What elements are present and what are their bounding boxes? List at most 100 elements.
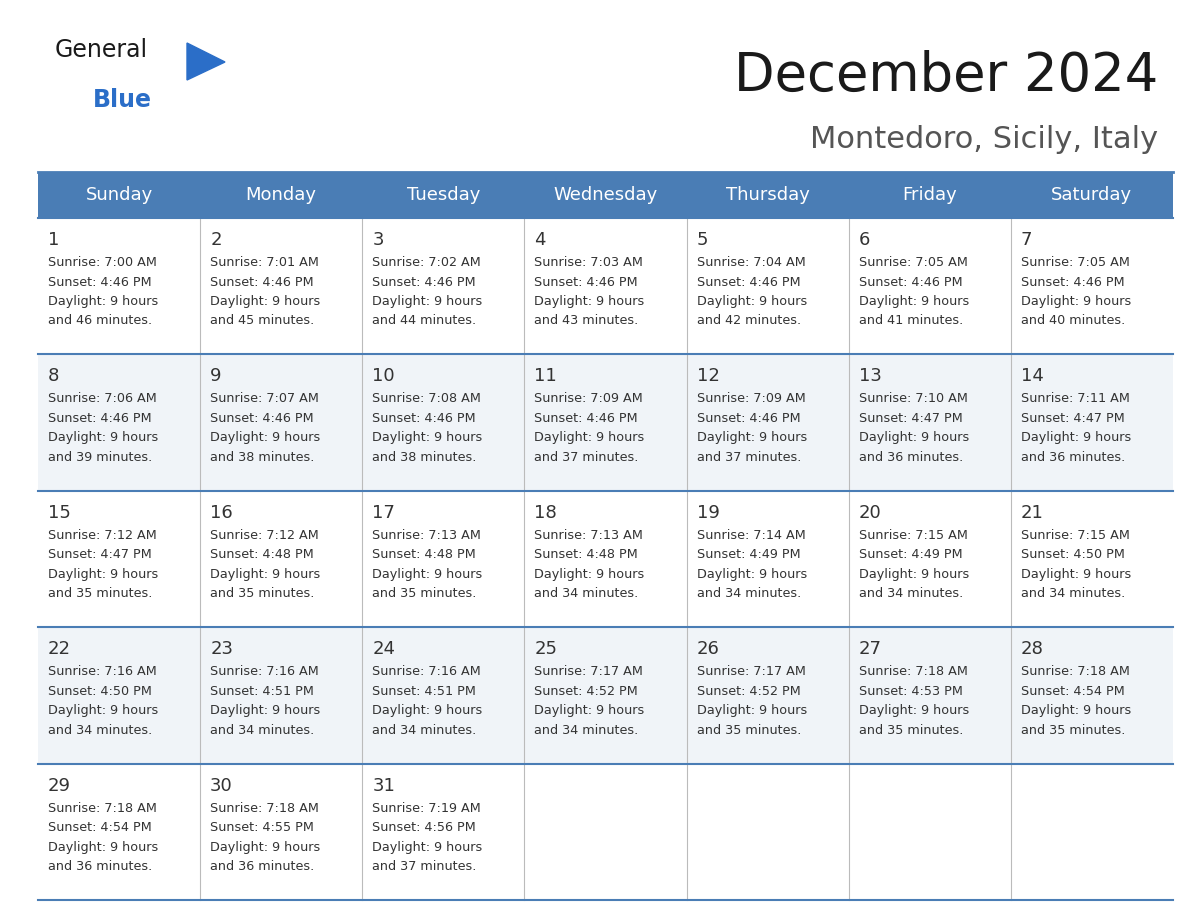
Text: Daylight: 9 hours: Daylight: 9 hours <box>372 841 482 854</box>
Text: Sunrise: 7:01 AM: Sunrise: 7:01 AM <box>210 256 320 269</box>
Text: 30: 30 <box>210 777 233 795</box>
Text: Sunset: 4:51 PM: Sunset: 4:51 PM <box>210 685 314 698</box>
Text: Daylight: 9 hours: Daylight: 9 hours <box>48 431 158 444</box>
Text: and 34 minutes.: and 34 minutes. <box>372 723 476 737</box>
Text: Sunrise: 7:07 AM: Sunrise: 7:07 AM <box>210 392 320 406</box>
Text: and 36 minutes.: and 36 minutes. <box>48 860 152 873</box>
Text: 8: 8 <box>48 367 59 386</box>
Text: Sunset: 4:46 PM: Sunset: 4:46 PM <box>210 412 314 425</box>
Text: Sunrise: 7:15 AM: Sunrise: 7:15 AM <box>859 529 967 542</box>
Text: Sunrise: 7:09 AM: Sunrise: 7:09 AM <box>696 392 805 406</box>
Text: Daylight: 9 hours: Daylight: 9 hours <box>1020 704 1131 717</box>
Text: Sunset: 4:52 PM: Sunset: 4:52 PM <box>696 685 801 698</box>
Text: 12: 12 <box>696 367 720 386</box>
Text: Sunset: 4:46 PM: Sunset: 4:46 PM <box>859 275 962 288</box>
Text: Daylight: 9 hours: Daylight: 9 hours <box>535 295 645 308</box>
Text: Daylight: 9 hours: Daylight: 9 hours <box>535 431 645 444</box>
Text: 18: 18 <box>535 504 557 521</box>
Text: Daylight: 9 hours: Daylight: 9 hours <box>210 295 321 308</box>
Text: Sunset: 4:46 PM: Sunset: 4:46 PM <box>696 275 801 288</box>
Text: Sunset: 4:55 PM: Sunset: 4:55 PM <box>210 821 314 834</box>
Text: Sunrise: 7:05 AM: Sunrise: 7:05 AM <box>859 256 967 269</box>
Bar <box>38 354 1173 491</box>
Text: Daylight: 9 hours: Daylight: 9 hours <box>696 704 807 717</box>
Text: Sunrise: 7:18 AM: Sunrise: 7:18 AM <box>859 666 967 678</box>
Text: and 39 minutes.: and 39 minutes. <box>48 451 152 464</box>
Text: Daylight: 9 hours: Daylight: 9 hours <box>210 704 321 717</box>
Text: 9: 9 <box>210 367 222 386</box>
Text: Sunrise: 7:16 AM: Sunrise: 7:16 AM <box>210 666 318 678</box>
Text: Sunset: 4:46 PM: Sunset: 4:46 PM <box>696 412 801 425</box>
Text: 10: 10 <box>372 367 394 386</box>
Text: Sunset: 4:50 PM: Sunset: 4:50 PM <box>48 685 152 698</box>
Text: Sunday: Sunday <box>86 186 153 204</box>
Text: Sunset: 4:51 PM: Sunset: 4:51 PM <box>372 685 476 698</box>
Text: Blue: Blue <box>93 88 152 112</box>
Text: and 44 minutes.: and 44 minutes. <box>372 315 476 328</box>
Text: and 45 minutes.: and 45 minutes. <box>210 315 315 328</box>
Text: 29: 29 <box>48 777 71 795</box>
Text: Daylight: 9 hours: Daylight: 9 hours <box>372 568 482 581</box>
Text: Daylight: 9 hours: Daylight: 9 hours <box>1020 295 1131 308</box>
Bar <box>38 218 1173 354</box>
Text: Daylight: 9 hours: Daylight: 9 hours <box>372 704 482 717</box>
Text: 24: 24 <box>372 640 396 658</box>
Text: and 38 minutes.: and 38 minutes. <box>210 451 315 464</box>
Text: Daylight: 9 hours: Daylight: 9 hours <box>535 704 645 717</box>
Text: and 41 minutes.: and 41 minutes. <box>859 315 963 328</box>
Text: Sunrise: 7:05 AM: Sunrise: 7:05 AM <box>1020 256 1130 269</box>
Text: Sunrise: 7:16 AM: Sunrise: 7:16 AM <box>372 666 481 678</box>
Text: and 38 minutes.: and 38 minutes. <box>372 451 476 464</box>
Text: Sunrise: 7:03 AM: Sunrise: 7:03 AM <box>535 256 644 269</box>
Text: Sunset: 4:48 PM: Sunset: 4:48 PM <box>535 548 638 561</box>
Text: and 40 minutes.: and 40 minutes. <box>1020 315 1125 328</box>
Text: and 35 minutes.: and 35 minutes. <box>1020 723 1125 737</box>
Text: Daylight: 9 hours: Daylight: 9 hours <box>210 568 321 581</box>
Text: Daylight: 9 hours: Daylight: 9 hours <box>210 431 321 444</box>
Text: 11: 11 <box>535 367 557 386</box>
Text: Montedoro, Sicily, Italy: Montedoro, Sicily, Italy <box>810 125 1158 154</box>
Text: Sunset: 4:47 PM: Sunset: 4:47 PM <box>859 412 962 425</box>
Text: Sunrise: 7:00 AM: Sunrise: 7:00 AM <box>48 256 157 269</box>
Text: 31: 31 <box>372 777 396 795</box>
Text: 4: 4 <box>535 231 546 249</box>
Text: General: General <box>55 38 148 62</box>
Text: 26: 26 <box>696 640 720 658</box>
Text: Sunrise: 7:13 AM: Sunrise: 7:13 AM <box>372 529 481 542</box>
Text: 16: 16 <box>210 504 233 521</box>
Text: Sunrise: 7:16 AM: Sunrise: 7:16 AM <box>48 666 157 678</box>
Text: Sunset: 4:53 PM: Sunset: 4:53 PM <box>859 685 962 698</box>
Text: Thursday: Thursday <box>726 186 809 204</box>
Text: Sunset: 4:48 PM: Sunset: 4:48 PM <box>372 548 476 561</box>
Text: Sunrise: 7:14 AM: Sunrise: 7:14 AM <box>696 529 805 542</box>
Text: Sunset: 4:46 PM: Sunset: 4:46 PM <box>535 275 638 288</box>
Text: 22: 22 <box>48 640 71 658</box>
Text: 3: 3 <box>372 231 384 249</box>
Text: Sunrise: 7:08 AM: Sunrise: 7:08 AM <box>372 392 481 406</box>
Text: Wednesday: Wednesday <box>554 186 658 204</box>
Text: Sunrise: 7:12 AM: Sunrise: 7:12 AM <box>48 529 157 542</box>
Text: 17: 17 <box>372 504 396 521</box>
Text: Daylight: 9 hours: Daylight: 9 hours <box>696 295 807 308</box>
Text: Sunset: 4:49 PM: Sunset: 4:49 PM <box>696 548 801 561</box>
Text: and 34 minutes.: and 34 minutes. <box>1020 588 1125 600</box>
Text: 14: 14 <box>1020 367 1044 386</box>
Text: Daylight: 9 hours: Daylight: 9 hours <box>1020 568 1131 581</box>
Text: Sunset: 4:52 PM: Sunset: 4:52 PM <box>535 685 638 698</box>
Text: and 43 minutes.: and 43 minutes. <box>535 315 639 328</box>
Text: Sunrise: 7:18 AM: Sunrise: 7:18 AM <box>1020 666 1130 678</box>
Text: 13: 13 <box>859 367 881 386</box>
Text: Sunset: 4:46 PM: Sunset: 4:46 PM <box>1020 275 1125 288</box>
Text: Sunrise: 7:06 AM: Sunrise: 7:06 AM <box>48 392 157 406</box>
Polygon shape <box>187 43 225 80</box>
Text: and 37 minutes.: and 37 minutes. <box>696 451 801 464</box>
Text: Monday: Monday <box>246 186 317 204</box>
Text: Friday: Friday <box>903 186 958 204</box>
Text: 28: 28 <box>1020 640 1044 658</box>
Text: Sunset: 4:50 PM: Sunset: 4:50 PM <box>1020 548 1125 561</box>
Text: Sunrise: 7:13 AM: Sunrise: 7:13 AM <box>535 529 644 542</box>
Text: and 34 minutes.: and 34 minutes. <box>535 588 639 600</box>
Text: Sunrise: 7:18 AM: Sunrise: 7:18 AM <box>48 801 157 814</box>
Text: Daylight: 9 hours: Daylight: 9 hours <box>48 295 158 308</box>
Text: 15: 15 <box>48 504 71 521</box>
